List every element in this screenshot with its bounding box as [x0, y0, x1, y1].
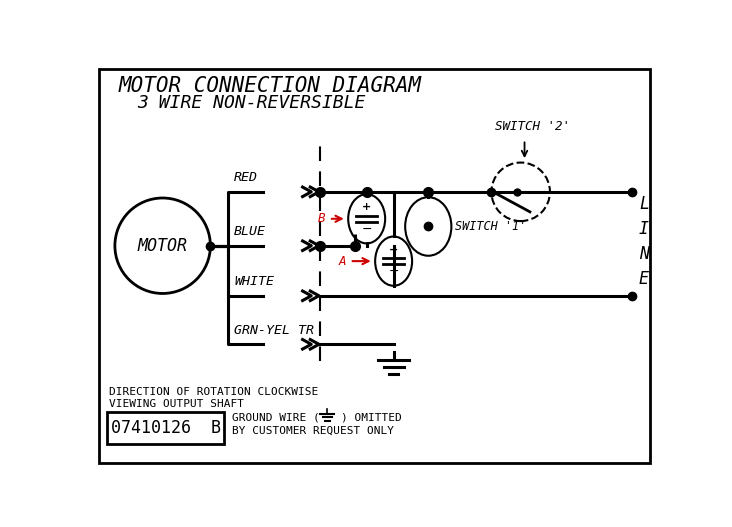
Text: VIEWING OUTPUT SHAFT: VIEWING OUTPUT SHAFT	[109, 398, 244, 408]
Text: −: −	[362, 223, 372, 236]
Text: −: −	[389, 266, 399, 278]
Text: BY CUSTOMER REQUEST ONLY: BY CUSTOMER REQUEST ONLY	[232, 425, 394, 435]
Text: MOTOR: MOTOR	[138, 237, 187, 255]
Ellipse shape	[406, 197, 452, 256]
Text: GROUND WIRE (: GROUND WIRE (	[232, 413, 320, 423]
Text: A: A	[338, 255, 346, 268]
Bar	[107, 412, 224, 444]
Text: RED: RED	[234, 171, 258, 184]
Circle shape	[115, 198, 210, 294]
Ellipse shape	[348, 194, 385, 243]
Text: WHITE: WHITE	[234, 275, 274, 288]
Text: BLUE: BLUE	[234, 225, 266, 238]
Circle shape	[491, 162, 550, 221]
Text: L
I
N
E: L I N E	[639, 196, 649, 288]
Text: ) OMITTED: ) OMITTED	[341, 413, 402, 423]
Text: DIRECTION OF ROTATION CLOCKWISE: DIRECTION OF ROTATION CLOCKWISE	[109, 387, 318, 397]
Text: 3 WIRE NON-REVERSIBLE: 3 WIRE NON-REVERSIBLE	[137, 94, 365, 112]
Text: MOTOR CONNECTION DIAGRAM: MOTOR CONNECTION DIAGRAM	[119, 76, 422, 96]
Text: GRN-YEL TR: GRN-YEL TR	[234, 324, 314, 337]
Text: +: +	[389, 245, 398, 255]
Text: 07410126  B: 07410126 B	[111, 419, 221, 437]
Text: SWITCH '2': SWITCH '2'	[495, 120, 569, 133]
Text: B: B	[318, 212, 325, 225]
Text: +: +	[362, 202, 371, 212]
Ellipse shape	[375, 237, 412, 286]
Text: SWITCH '1': SWITCH '1'	[455, 220, 526, 233]
